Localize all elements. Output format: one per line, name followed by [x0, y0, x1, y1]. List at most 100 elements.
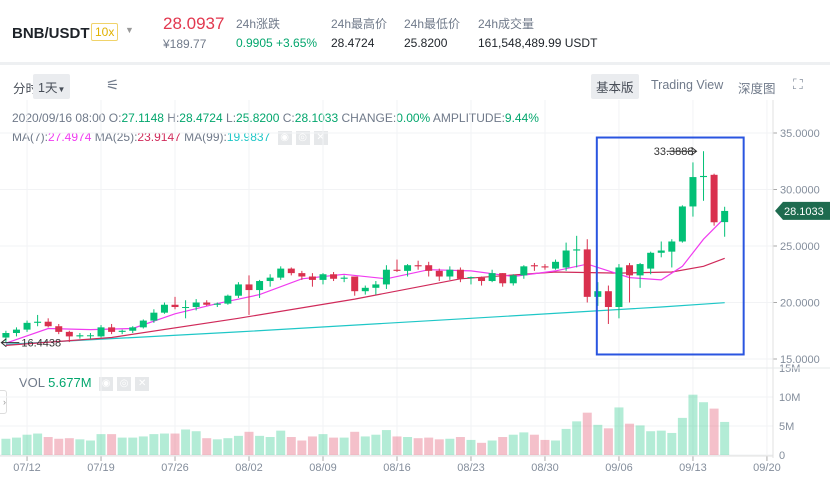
volume-bar — [625, 423, 635, 455]
candle-datetime: 2020/09/16 08:00 — [12, 111, 106, 125]
vol-tick-label: 5M — [779, 421, 794, 433]
volume-bar — [593, 424, 603, 455]
symbol-dropdown-icon[interactable]: ▼ — [125, 25, 134, 35]
candle-body — [456, 269, 464, 279]
settings-icon[interactable]: ◎ — [117, 376, 132, 391]
x-tick-label: 08/09 — [309, 462, 337, 474]
ma99-value: 19.9837 — [226, 130, 271, 144]
candle-body — [23, 322, 31, 330]
candle-body — [171, 304, 179, 308]
volume-bar — [371, 434, 381, 455]
volume-bar — [392, 436, 402, 455]
high-label: H: — [167, 111, 180, 125]
y-tick-label: 30.0000 — [780, 185, 820, 197]
symbol[interactable]: BNB/USDT — [12, 25, 90, 42]
volume-bar — [22, 434, 32, 455]
fullscreen-icon[interactable]: ⛶ — [793, 76, 803, 92]
x-tick-label: 09/13 — [679, 462, 707, 474]
ma7-value: 27.4974 — [48, 130, 92, 144]
view-basic-tab[interactable]: 基本版 — [591, 74, 639, 99]
candle-body — [2, 333, 10, 338]
open-value: 27.1148 — [121, 111, 164, 125]
ohlc-info: 2020/09/16 08:00 O:27.1148 H:28.4724 L:2… — [12, 111, 539, 125]
x-tick-label: 07/12 — [13, 462, 41, 474]
volume-bar — [455, 437, 465, 455]
x-tick-label: 07/26 — [161, 462, 189, 474]
volume-bar — [572, 421, 582, 455]
volume-bar — [551, 440, 561, 455]
volume-bar — [307, 436, 317, 455]
volume-bar — [413, 438, 423, 455]
vol-label: VOL — [19, 375, 45, 390]
chevron-down-icon: ▼ — [57, 85, 66, 94]
candle-body — [340, 277, 348, 279]
amplitude-label: AMPLITUDE: — [432, 111, 505, 125]
stat-change-label: 24h涨跌 — [236, 17, 281, 31]
view-tradingview-tab[interactable]: Trading View — [651, 78, 724, 92]
volume-bar — [318, 434, 328, 455]
amplitude-value: 9.44% — [504, 111, 539, 125]
candle-body — [678, 206, 686, 242]
interval-select[interactable]: 1天▼ — [33, 74, 71, 99]
x-tick-label: 08/16 — [383, 462, 411, 474]
candle-body — [541, 266, 549, 268]
volume-bar — [403, 437, 413, 455]
arrow-left-icon — [0, 338, 20, 348]
volume-bar — [54, 438, 64, 455]
eye-icon[interactable]: ◉ — [99, 376, 114, 391]
settings-icon[interactable]: ◎ — [295, 130, 310, 145]
volume-bar — [181, 429, 191, 455]
vol-tick-label: 0 — [779, 450, 785, 462]
indicator-settings-icon[interactable]: ⚟ — [106, 77, 120, 94]
volume-bar — [96, 434, 106, 455]
x-tick-label: 08/23 — [457, 462, 485, 474]
volume-bar — [720, 421, 730, 455]
candle-body — [509, 275, 517, 284]
current-price-label: 28.1033 — [784, 206, 824, 218]
close-value: 28.1033 — [294, 111, 339, 125]
low-label: L: — [226, 111, 237, 125]
candle-body — [224, 295, 232, 304]
candle-body — [488, 273, 496, 282]
ma25-label: MA(25): — [94, 130, 138, 144]
vol-tick-label: 10M — [779, 392, 800, 404]
candle-body — [615, 267, 623, 308]
volume-bar — [688, 394, 698, 455]
candle-body — [266, 277, 274, 282]
change-value: 0.00% — [396, 111, 431, 125]
candle-body — [76, 335, 84, 337]
volume-bar — [202, 438, 212, 455]
volume-bar — [466, 439, 476, 455]
volume-bar — [677, 417, 687, 455]
volume-bar — [297, 440, 307, 455]
candle-body — [573, 249, 581, 251]
candle-body — [467, 277, 475, 279]
volume-bar — [1, 438, 11, 455]
candle-body — [520, 266, 528, 276]
candle-body — [721, 210, 729, 223]
volume-bar — [212, 439, 222, 455]
volume-bar — [445, 438, 455, 455]
eye-icon[interactable]: ◉ — [277, 130, 292, 145]
last-price: 28.0937 — [163, 14, 225, 33]
candle-body — [12, 329, 20, 334]
x-tick-label: 09/06 — [605, 462, 633, 474]
candle-body — [647, 252, 655, 269]
candle-body — [689, 177, 697, 207]
candle-body — [277, 268, 285, 278]
volume-bar — [656, 430, 666, 455]
candle-body — [351, 276, 359, 292]
candle-body — [160, 304, 168, 313]
candle-body — [404, 265, 412, 271]
stat-volume-value: 161,548,489.99 USDT — [478, 36, 598, 50]
close-icon[interactable]: ✕ — [135, 376, 150, 391]
highlight-box — [595, 136, 745, 356]
view-depth-tab[interactable]: 深度图 — [738, 82, 776, 96]
close-icon[interactable]: ✕ — [313, 130, 328, 145]
volume-bar — [561, 428, 571, 455]
expand-panel-handle[interactable]: › — [0, 390, 7, 414]
candle-body — [319, 274, 327, 280]
time-sharing-button[interactable]: 分时 — [13, 82, 39, 96]
candle-body — [425, 265, 433, 271]
candle-body — [604, 291, 612, 308]
